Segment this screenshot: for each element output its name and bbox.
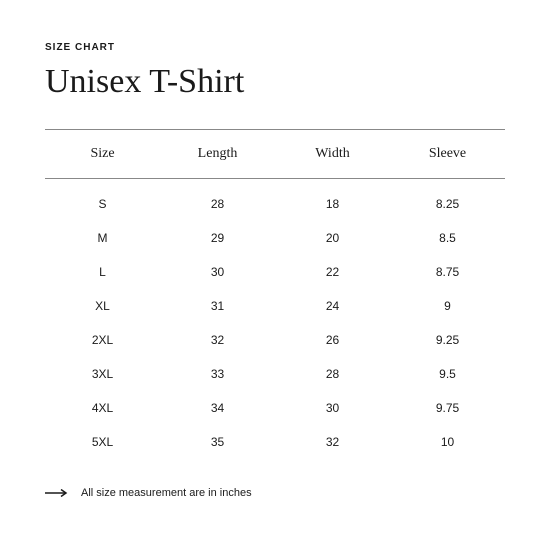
measurement-note: All size measurement are in inches [45, 487, 505, 499]
table-cell: L [45, 255, 160, 289]
table-cell: 32 [160, 323, 275, 357]
table-cell: 28 [160, 179, 275, 222]
table-cell: 33 [160, 357, 275, 391]
table-body: S28188.25M29208.5L30228.75XL312492XL3226… [45, 179, 505, 460]
table-cell: 9 [390, 289, 505, 323]
table-row: L30228.75 [45, 255, 505, 289]
table-cell: 29 [160, 221, 275, 255]
table-cell: 9.75 [390, 391, 505, 425]
table-row: S28188.25 [45, 179, 505, 222]
table-cell: 31 [160, 289, 275, 323]
table-cell: 9.25 [390, 323, 505, 357]
table-cell: 24 [275, 289, 390, 323]
table-cell: 4XL [45, 391, 160, 425]
table-cell: 30 [160, 255, 275, 289]
table-row: 3XL33289.5 [45, 357, 505, 391]
table-cell: 22 [275, 255, 390, 289]
col-size: Size [45, 130, 160, 179]
table-cell: 2XL [45, 323, 160, 357]
size-chart-label: SIZE CHART [45, 42, 505, 53]
table-cell: M [45, 221, 160, 255]
table-cell: XL [45, 289, 160, 323]
table-cell: 3XL [45, 357, 160, 391]
table-cell: 26 [275, 323, 390, 357]
table-row: 5XL353210 [45, 425, 505, 459]
arrow-right-icon [45, 489, 69, 497]
table-header-row: Size Length Width Sleeve [45, 130, 505, 179]
col-width: Width [275, 130, 390, 179]
table-cell: 35 [160, 425, 275, 459]
table-cell: 34 [160, 391, 275, 425]
product-title: Unisex T-Shirt [45, 63, 505, 101]
col-sleeve: Sleeve [390, 130, 505, 179]
table-cell: 30 [275, 391, 390, 425]
table-cell: 28 [275, 357, 390, 391]
table-cell: 9.5 [390, 357, 505, 391]
table-cell: S [45, 179, 160, 222]
table-cell: 8.25 [390, 179, 505, 222]
note-text: All size measurement are in inches [81, 487, 252, 499]
table-row: XL31249 [45, 289, 505, 323]
table-row: M29208.5 [45, 221, 505, 255]
table-row: 4XL34309.75 [45, 391, 505, 425]
table-cell: 5XL [45, 425, 160, 459]
table-cell: 18 [275, 179, 390, 222]
table-cell: 10 [390, 425, 505, 459]
table-cell: 8.75 [390, 255, 505, 289]
table-row: 2XL32269.25 [45, 323, 505, 357]
table-cell: 32 [275, 425, 390, 459]
table-cell: 8.5 [390, 221, 505, 255]
size-table: Size Length Width Sleeve S28188.25M29208… [45, 129, 505, 459]
table-cell: 20 [275, 221, 390, 255]
col-length: Length [160, 130, 275, 179]
